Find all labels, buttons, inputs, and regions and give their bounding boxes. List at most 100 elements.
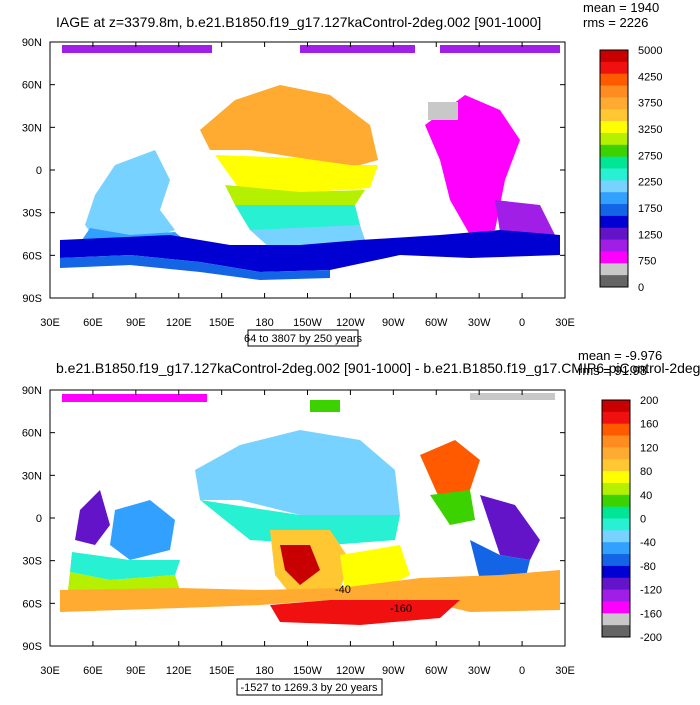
panel-1-indian-ocean [85,150,175,245]
x-tick-label: 60W [425,665,448,677]
panel-2-rms: rms = 91.98 [578,363,647,378]
x-tick-label: 90W [382,317,405,329]
x-tick-label: 30E [555,317,575,329]
panel-2-colorbar: 200 160 120 80 40 0 -40 -80 -120 -160 -200 [601,395,662,644]
colorbar-swatch [602,554,630,567]
panel-1-x-axis: 30E 60E 90E 120E 150E 180 150W 120W 90W 60W 30W 0 30… [40,42,575,329]
x-tick-label: 30W [468,665,491,677]
colorbar-label: -160 [640,608,662,620]
x-tick-label: 180 [255,317,273,329]
panel-1-north-atlantic [425,95,520,235]
panel-2-north-pacific [195,430,400,520]
colorbar-swatch [602,530,630,543]
panel-1-y-axis: 90N 60N 30N 0 30S 60S 90S [22,37,565,305]
y-tick-label: 0 [36,165,42,177]
colorbar-swatch [602,565,630,579]
colorbar-swatch [600,50,628,63]
colorbar-swatch [600,144,628,158]
x-tick-label: 120W [336,317,365,329]
colorbar-swatch [602,411,630,425]
x-tick-label: 30E [40,317,60,329]
colorbar-label: 750 [638,256,656,268]
colorbar-swatch [602,471,630,484]
y-tick-label: 30S [22,556,42,568]
x-tick-label: 90E [126,665,146,677]
colorbar-swatch [600,61,628,75]
panel-1-title: IAGE at z=3379.8m, b.e21.B1850.f19_g17.1… [56,14,541,30]
colorbar-label: -40 [640,537,656,549]
colorbar-label: 1250 [638,229,662,241]
colorbar-frame [599,49,629,288]
colorbar-frame [601,399,631,638]
colorbar-swatch [600,121,628,134]
panel-1-north-pacific [200,85,378,168]
colorbar-label: 40 [640,490,652,502]
x-tick-label: 60E [83,665,103,677]
colorbar-label: 1750 [638,203,662,215]
y-tick-label: 0 [36,513,42,525]
colorbar-swatch [600,109,628,122]
panel-2-north-atlantic [420,440,480,500]
panel-1-arctic-ocean [62,45,212,53]
x-tick-label: 150E [209,665,235,677]
x-tick-label: 0 [519,665,525,677]
panel-2-contour-label: -160 [390,603,412,615]
panel-1: IAGE at z=3379.8m, b.e21.B1850.f19_g17.1… [22,0,662,347]
colorbar-swatch [600,215,628,229]
panel-2-atlantic [470,540,530,580]
panel-2-y-axis: 90N 60N 30N 0 30S 60S 90S [22,385,565,653]
colorbar-swatch [600,180,628,193]
panel-1-southern-ocean [60,255,330,280]
x-tick-label: 90W [382,665,405,677]
colorbar-swatch [600,263,628,276]
panel-1-southern-ocean [60,230,560,272]
colorbar-swatch [600,239,628,252]
panel-2-south-pacific [340,545,410,590]
colorbar-label: -80 [640,561,656,573]
x-tick-label: 120E [166,665,192,677]
colorbar-swatch [602,435,630,448]
panel-2: b.e21.B1850.f19_g17.127kaControl-2deg.00… [22,348,700,696]
colorbar-label: 5000 [638,45,662,57]
x-tick-label: 120W [336,665,365,677]
colorbar-swatch [600,73,628,87]
panel-2-southern-ocean [270,600,460,625]
panel-2-indian-ocean [75,490,110,545]
y-tick-label: 60N [22,80,42,92]
colorbar-swatch [600,97,628,110]
y-tick-label: 60S [22,250,42,262]
x-tick-label: 180 [255,665,273,677]
colorbar-label: 80 [640,466,652,478]
panel-1-range-box [247,329,359,347]
panel-2-range-note: -1527 to 1269.3 by 20 years [241,682,378,694]
x-tick-label: 60E [83,317,103,329]
panel-2-arctic-ocean [310,400,340,412]
panel-1-pacific-yellow [215,155,378,193]
panel-2-x-axis: 30E 60E 90E 120E 150E 180 150W 120W 90W 60W 30W 0 30… [40,390,575,677]
colorbar-label: -120 [640,585,662,597]
colorbar-swatch [602,589,630,602]
colorbar-label: 2250 [638,177,662,189]
colorbar-swatch [602,542,630,555]
y-tick-label: 90N [22,37,42,49]
x-tick-label: 150W [293,317,322,329]
x-tick-label: 30E [40,665,60,677]
panel-1-rms: rms = 2226 [583,15,648,30]
colorbar-label: 0 [638,282,644,294]
panel-2-arctic-ocean [470,393,555,400]
colorbar-swatch [600,168,628,181]
colorbar-swatch [600,192,628,205]
panel-1-pacific-green [225,185,365,210]
panel-2-range-box [236,678,383,696]
colorbar-label: 2750 [638,150,662,162]
colorbar-label: 200 [640,395,658,407]
panel-2-mean: mean = -9.976 [578,348,662,363]
panel-1-range-note: 64 to 3807 by 250 years [244,333,363,345]
y-tick-label: 30N [22,122,42,134]
panel-2-map [49,389,566,647]
colorbar-swatch [602,601,630,614]
colorbar-swatch [602,482,630,496]
colorbar-swatch [600,227,628,241]
panel-1-map [49,41,566,299]
colorbar-swatch [600,275,628,288]
